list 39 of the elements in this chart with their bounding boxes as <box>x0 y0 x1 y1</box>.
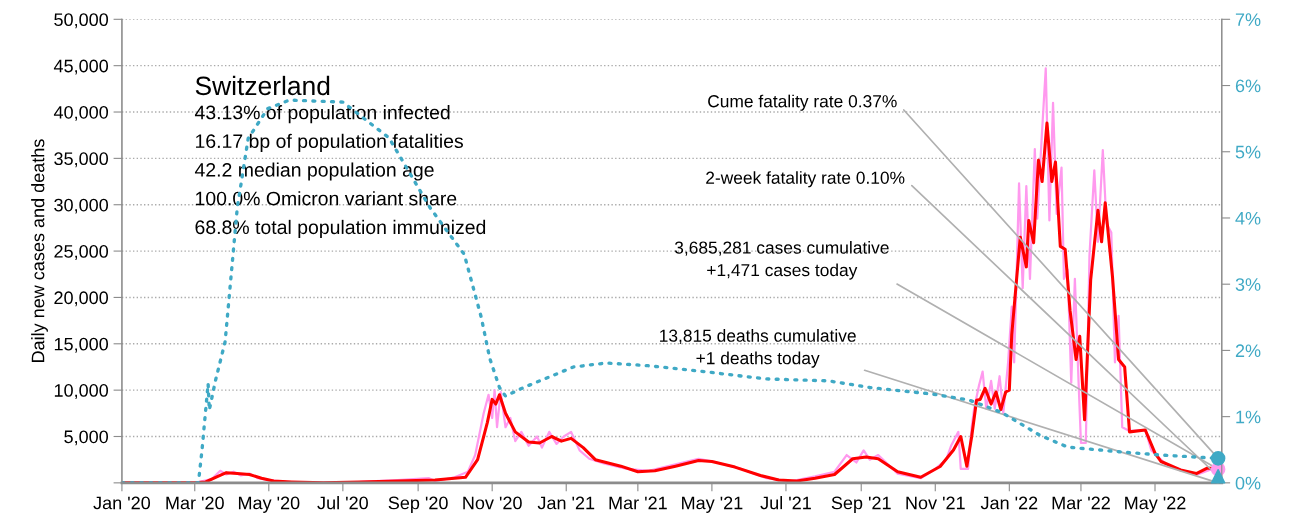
y2-tick-label: 5% <box>1235 145 1261 159</box>
y2-tick-label: 2% <box>1235 344 1261 358</box>
y-axis-title: Daily new cases and deaths <box>31 139 48 363</box>
x-tick-label: May '20 <box>238 496 300 513</box>
y-tick-label: 10,000 <box>54 384 109 399</box>
y-tick-label: 35,000 <box>54 152 109 168</box>
annotation: 2-week fatality rate 0.10% <box>706 171 905 188</box>
x-tick-label: Sep '21 <box>831 496 891 513</box>
text: Switzerland <box>195 75 330 96</box>
y2-tick-label: 7% <box>1235 13 1261 26</box>
y2-tick-label: 3% <box>1235 278 1261 291</box>
y2-tick-label: 1% <box>1236 410 1261 424</box>
x-tick-label: Jul '21 <box>760 496 811 510</box>
x-tick-label: Nov '21 <box>906 496 965 510</box>
annotation: 3,685,281 cases cumulative +1,471 cases today <box>674 241 889 280</box>
x-tick-label: Jan '20 <box>93 496 151 510</box>
y2-tick-label: 4% <box>1235 211 1261 225</box>
x-tick-label: Sep '20 <box>388 496 448 513</box>
x-tick-label: Mar '21 <box>609 496 667 510</box>
y-tick-label: 45,000 <box>53 59 109 75</box>
y-tick-label: 5,000 <box>64 430 109 446</box>
x-tick-label: Jan '22 <box>980 496 1038 510</box>
y-tick-label: 20,000 <box>54 291 109 307</box>
x-tick-label: Jan '21 <box>537 496 595 510</box>
annotation: 13,815 deaths cumulative +1 deaths today <box>660 329 856 368</box>
x-tick-label: Jul '20 <box>317 496 368 510</box>
y-tick-label: 15,000 <box>54 337 109 353</box>
annotation: Cume fatality rate 0.37% <box>708 94 897 111</box>
y-tick-label: 50,000 <box>54 13 109 29</box>
x-tick-label: May '22 <box>1125 496 1186 513</box>
y-tick-label: 40,000 <box>53 105 109 121</box>
y-tick-label: 30,000 <box>54 198 109 214</box>
y-tick-label: 25,000 <box>54 245 109 260</box>
x-tick-label: Mar '20 <box>166 496 224 510</box>
y2-tick-label: 6% <box>1235 79 1261 93</box>
y2-tick-label: 0% <box>1235 476 1261 490</box>
x-tick-label: May '21 <box>682 496 743 513</box>
x-tick-label: Nov '20 <box>463 496 522 510</box>
x-tick-label: Mar '22 <box>1052 496 1110 510</box>
